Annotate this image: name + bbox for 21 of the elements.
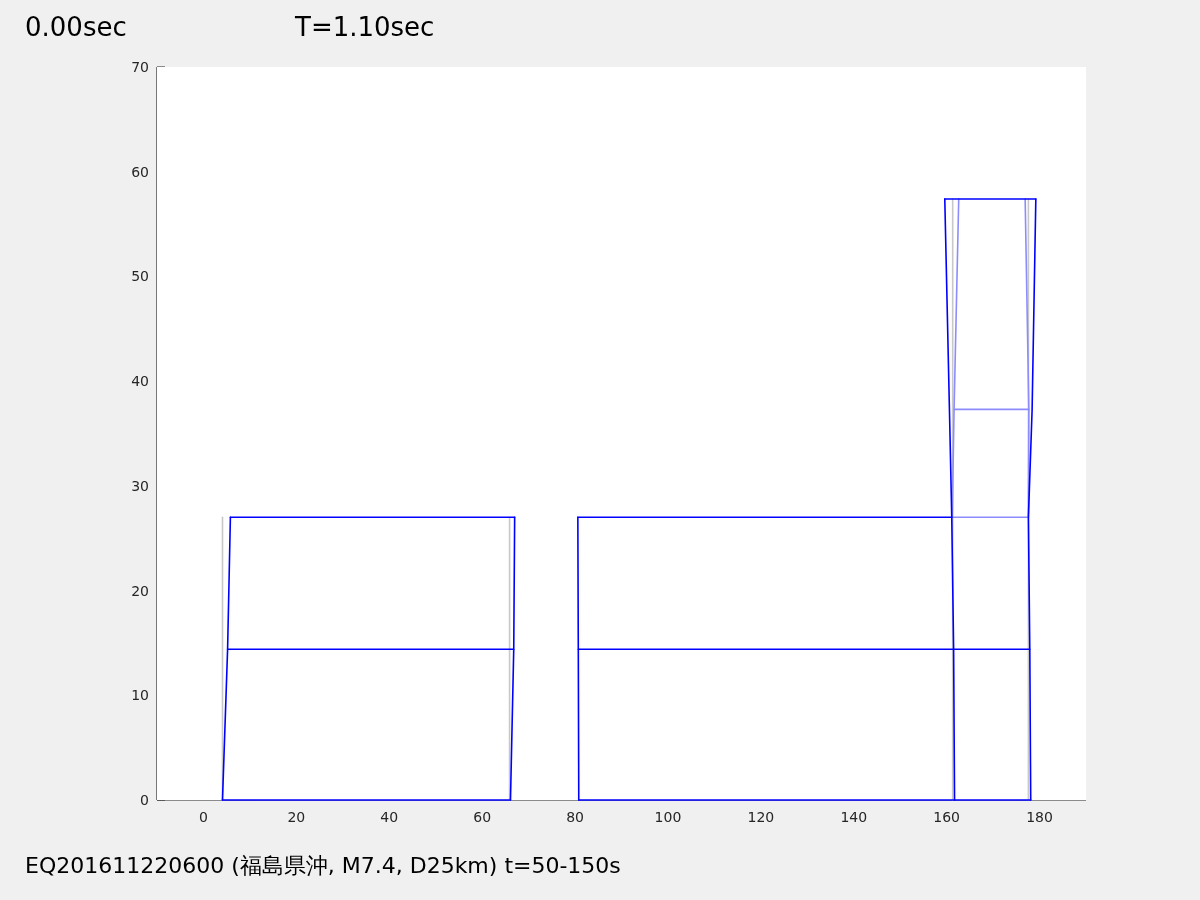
y-tick-label: 30 (131, 477, 149, 494)
text: T=1.10sec (294, 12, 435, 42)
x-tick-label: 0 (198, 809, 208, 825)
x-tick-label: 20 (287, 809, 306, 825)
x-tick-label: 180 (1026, 809, 1053, 825)
y-tick-label: 50 (131, 268, 149, 285)
x-tick-label: 100 (654, 809, 682, 825)
y-tick-label: 20 (131, 582, 149, 599)
x-tick-label: 80 (566, 809, 584, 825)
y-tick-label: 70 (131, 59, 149, 75)
y-tick-label: 10 (131, 687, 149, 704)
y-tick-label: 0 (140, 792, 149, 808)
text: EQ201611220600 (福島県沖, M7.4, D25km) t=50-150s (25, 853, 621, 878)
y-tick-label: 40 (131, 373, 149, 390)
y-tick-label: 60 (131, 163, 149, 180)
x-tick-label: 160 (933, 809, 961, 825)
x-tick-label: 60 (473, 809, 492, 825)
text: 0.00sec (25, 12, 127, 42)
x-tick-label: 120 (747, 809, 775, 825)
x-tick-label: 140 (840, 809, 868, 825)
x-tick-label: 40 (380, 809, 399, 825)
